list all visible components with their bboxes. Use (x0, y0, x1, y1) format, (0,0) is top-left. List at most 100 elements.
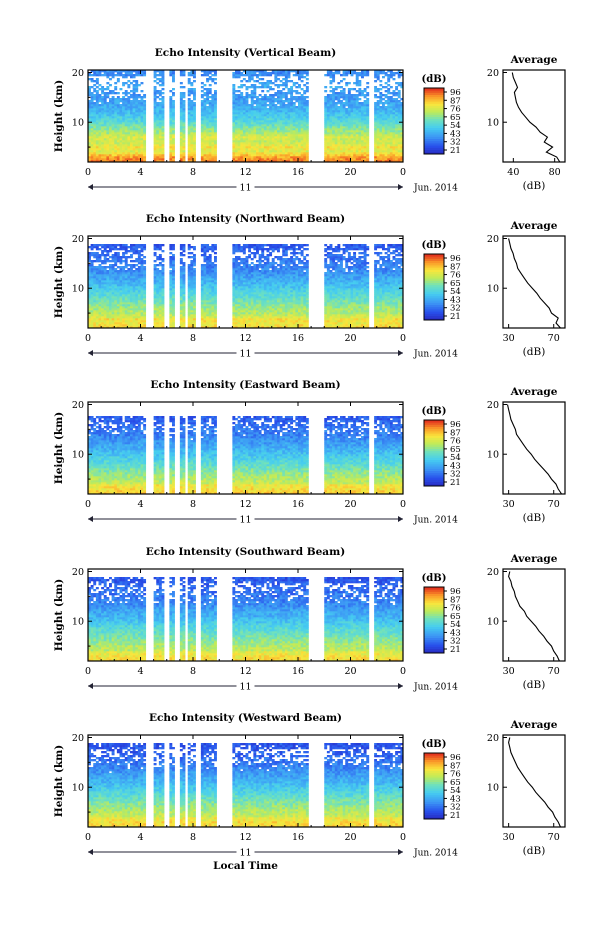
heatmap-cell (387, 70, 391, 73)
heatmap-cell (374, 128, 378, 131)
heatmap-cell (106, 104, 110, 107)
heatmap-cell (245, 100, 249, 103)
heatmap-cell (290, 96, 294, 99)
heatmap-cell (232, 138, 236, 141)
heatmap-cell (347, 120, 351, 123)
heatmap-cell (158, 156, 162, 159)
heatmap-cell (114, 322, 118, 325)
heatmap-cell (172, 150, 175, 153)
heatmap-cell (277, 102, 280, 105)
heatmap-cell (389, 120, 393, 123)
heatmap-cell (334, 160, 338, 163)
heatmap-cell (274, 116, 278, 119)
heatmap-cell (347, 150, 351, 153)
heatmap-cell (279, 104, 283, 107)
heatmap-cell (235, 314, 238, 317)
heatmap-cell (277, 108, 280, 111)
heatmap-cell (379, 158, 383, 161)
heatmap-cell (211, 102, 215, 105)
heatmap-cell (190, 132, 194, 135)
heatmap-cell (237, 122, 241, 125)
heatmap-cell (256, 122, 259, 125)
heatmap-cell (211, 104, 215, 107)
heatmap-cell (90, 314, 94, 317)
heatmap-cell (206, 160, 210, 163)
heatmap-cell (109, 102, 112, 105)
average-frame (502, 69, 566, 163)
heatmap-cell (340, 92, 343, 95)
heatmap-cell (387, 154, 391, 157)
heatmap-cell (263, 322, 267, 325)
heatmap-cell (193, 156, 196, 159)
heatmap-cell (332, 96, 336, 99)
heatmap-cell (384, 156, 388, 159)
heatmap-cell (245, 116, 249, 119)
heatmap-cell (279, 94, 283, 97)
heatmap-cell (242, 70, 246, 73)
heatmap-cell (340, 142, 343, 145)
heatmap-cell (345, 314, 349, 317)
heatmap-cell (332, 116, 336, 119)
heatmap-cell (232, 96, 236, 99)
heatmap-cell (153, 158, 157, 161)
heatmap-cell (114, 144, 118, 147)
heatmap-cell (119, 116, 123, 119)
heatmap-cell (190, 108, 194, 111)
heatmap-cell (119, 152, 123, 155)
heatmap-cell (240, 98, 244, 101)
heatmap-cell (389, 74, 393, 77)
heatmap-cell (305, 74, 309, 77)
heatmap-cell (235, 138, 238, 141)
heatmap-cell (140, 136, 144, 139)
heatmap-cell (389, 314, 393, 317)
heatmap-cell (161, 304, 165, 307)
heatmap-cell (366, 128, 370, 131)
heatmap-cell (384, 106, 388, 109)
heatmap-cell (119, 156, 123, 159)
heatmap-cell (284, 132, 288, 135)
heatmap-cell (290, 146, 294, 149)
heatmap-cell (122, 310, 126, 313)
heatmap-cell (350, 326, 354, 329)
heatmap-cell (179, 124, 183, 127)
heatmap-cell (292, 148, 296, 151)
heatmap-cell (389, 132, 393, 135)
colorbar-segment (424, 140, 444, 144)
heatmap-cell (111, 130, 115, 133)
heatmap-cell (324, 102, 328, 105)
heatmap-cell (135, 110, 139, 113)
heatmap-cell (114, 106, 118, 109)
heatmap-cell (242, 308, 246, 311)
heatmap-cell (242, 316, 246, 319)
heatmap-cell (156, 70, 160, 73)
heatmap-cell (88, 128, 91, 131)
heatmap-cell (258, 94, 262, 97)
heatmap-cell (284, 308, 288, 311)
heatmap-cell (303, 114, 307, 117)
heatmap-cell (214, 72, 217, 75)
heatmap-cell (182, 324, 186, 327)
heatmap-cell (208, 130, 212, 133)
heatmap-cell (109, 134, 112, 137)
heatmap-cell (124, 120, 128, 123)
heatmap-cell (169, 106, 173, 109)
heatmap-cell (137, 96, 141, 99)
heatmap-cell (355, 102, 359, 105)
heatmap-cell (111, 104, 115, 107)
heatmap-cell (182, 158, 186, 161)
heatmap-cell (161, 112, 165, 115)
heatmap-cell (290, 150, 294, 153)
heatmap-cell (340, 100, 343, 103)
heatmap-cell (287, 142, 291, 145)
heatmap-cell (232, 146, 236, 149)
heatmap-cell (235, 326, 238, 329)
heatmap-cell (366, 102, 370, 105)
heatmap-cell (395, 312, 399, 315)
heatmap-cell (361, 130, 364, 133)
heatmap-cell (127, 306, 131, 309)
heatmap-cell (303, 124, 307, 127)
heatmap-cell (355, 116, 359, 119)
heatmap-cell (179, 82, 183, 85)
heatmap-cell (119, 146, 123, 149)
heatmap-cell (235, 306, 238, 309)
